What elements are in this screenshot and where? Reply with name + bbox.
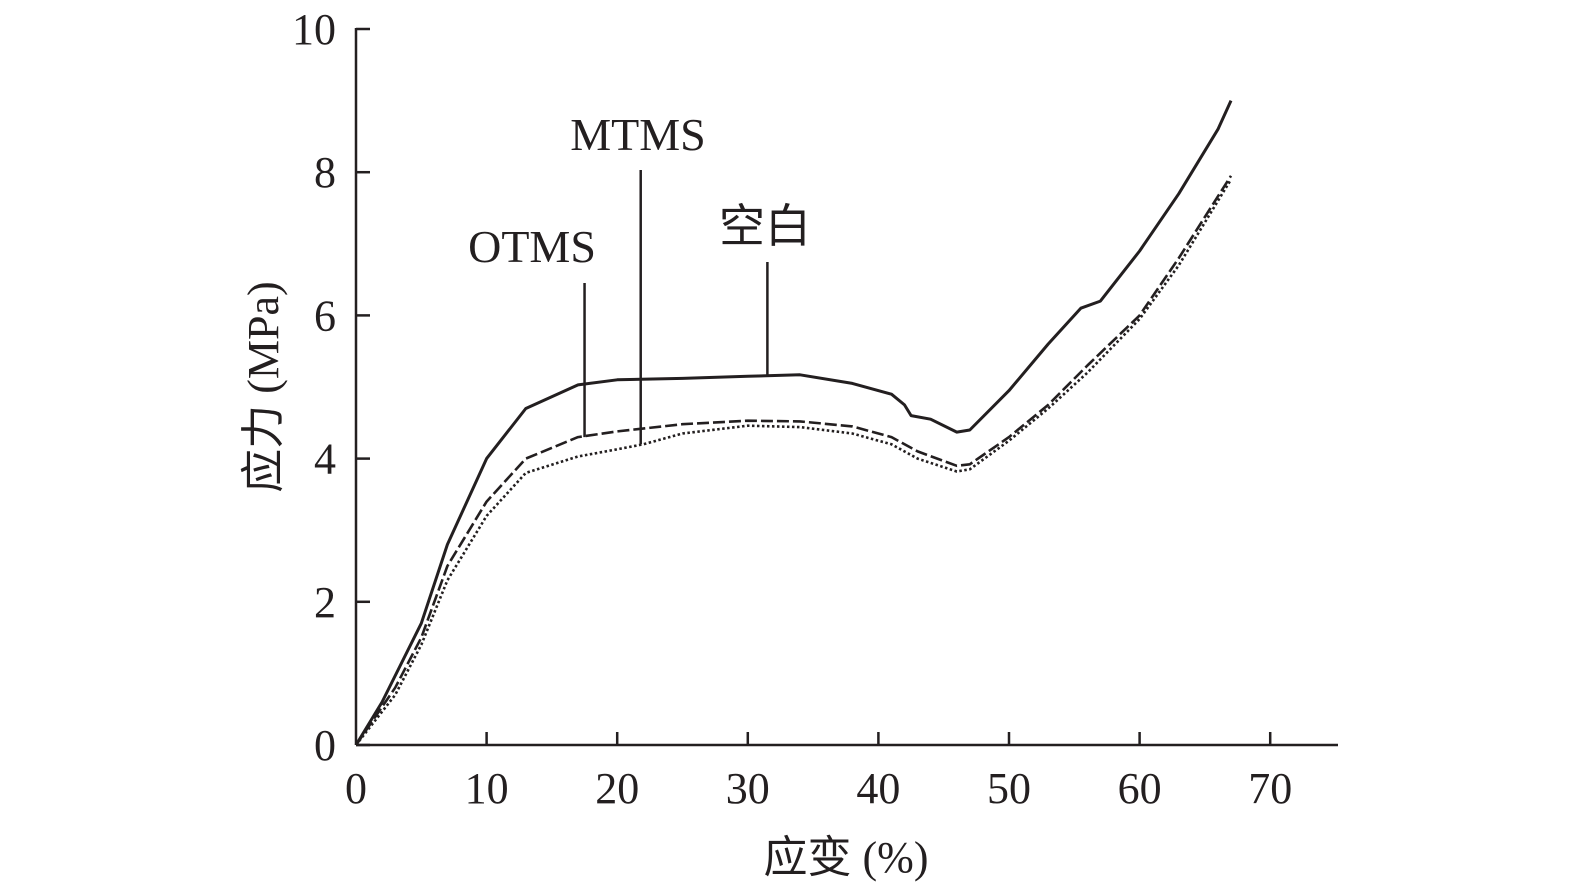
x-tick-label: 50 [987, 764, 1031, 813]
series-line-dashed [354, 175, 1233, 746]
x-tick-label: 60 [1118, 764, 1162, 813]
y-tick-label: 6 [314, 291, 336, 340]
axes [354, 28, 1338, 747]
x-tick-label: 10 [465, 764, 509, 813]
y-ticks: 0 2 4 6 8 10 [292, 5, 370, 770]
x-tick-label: 0 [345, 764, 367, 813]
series-line-solid [354, 99, 1233, 746]
y-tick-label: 8 [314, 148, 336, 197]
series-lines [354, 99, 1233, 746]
y-tick-label: 10 [292, 5, 336, 54]
x-axis-label: 应变 (%) [764, 833, 929, 882]
x-tick-label: 70 [1248, 764, 1292, 813]
y-tick-label: 0 [314, 721, 336, 770]
x-tick-label: 30 [726, 764, 770, 813]
y-tick-label: 4 [314, 435, 336, 484]
y-tick-label: 2 [314, 578, 336, 627]
y-axis-label: 应力 (MPa) [239, 281, 288, 492]
x-ticks: 0 10 20 30 40 50 60 70 [345, 732, 1292, 813]
x-tick-label: 40 [856, 764, 900, 813]
x-tick-label: 20 [595, 764, 639, 813]
annotations: OTMS MTMS 空白 [468, 109, 811, 445]
annotation-label: OTMS [468, 221, 596, 272]
annotation-label: MTMS [570, 109, 705, 160]
annotation-label: 空白 [719, 201, 811, 252]
